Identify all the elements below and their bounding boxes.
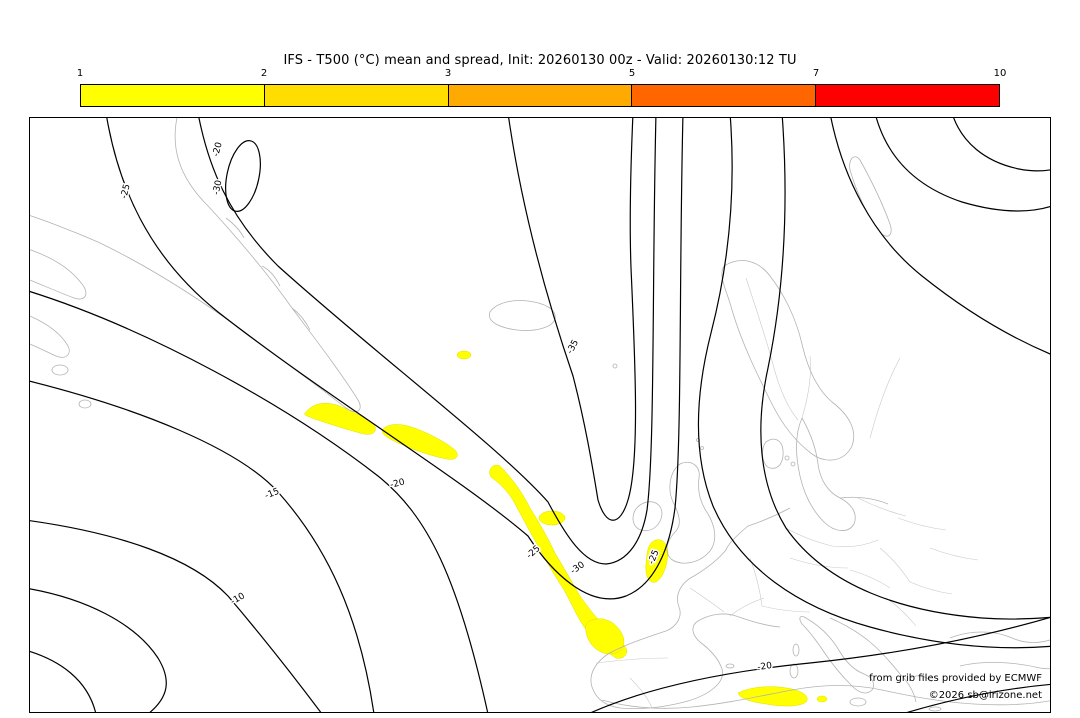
attribution: from grib files provided by ECMWF ©2026 … bbox=[869, 671, 1042, 704]
spread-shading-layer bbox=[304, 350, 828, 707]
contour-value-label: -25 bbox=[119, 183, 132, 200]
greenland-coast bbox=[30, 118, 361, 413]
colorbar-labels: 1 2 3 5 7 10 bbox=[76, 68, 1007, 82]
sicily bbox=[849, 697, 867, 707]
colorbar-segment bbox=[447, 85, 632, 106]
colorbar-tick-label: 7 bbox=[812, 68, 820, 79]
colorbar-tick-label: 5 bbox=[628, 68, 636, 79]
corsica bbox=[792, 643, 800, 657]
scandinavia-coast bbox=[721, 260, 855, 461]
colorbar-segment bbox=[263, 85, 448, 106]
faroe-islands bbox=[612, 363, 618, 369]
map-svg: -25 -30-20-35-30-25-20-15-10-25-20 bbox=[30, 118, 1050, 712]
contour-value-label: -20 bbox=[757, 661, 773, 673]
contour-line-northeast bbox=[830, 118, 1050, 355]
colorbar-segment bbox=[631, 85, 816, 106]
contour-value-label: -20 bbox=[389, 477, 406, 490]
contour-value-label: -30 bbox=[212, 179, 225, 196]
contour-line-minus15 bbox=[30, 380, 375, 712]
italy-coast bbox=[799, 616, 874, 694]
contour-line-minus25 bbox=[106, 118, 684, 600]
iceland-coast bbox=[488, 300, 556, 331]
contour-line-minus20-south bbox=[591, 616, 1050, 712]
contour-line-northeast bbox=[953, 118, 1050, 172]
denmark-coast bbox=[762, 438, 784, 469]
spread-colorbar: 1 2 3 5 7 10 bbox=[76, 68, 1007, 110]
contour-line bbox=[30, 650, 97, 712]
adriatic-coast bbox=[829, 617, 917, 703]
page-title: IFS - T500 (°C) mean and spread, Init: 2… bbox=[283, 53, 797, 68]
contour-value-label: -20 bbox=[211, 141, 225, 158]
contour-value-label: -10 bbox=[229, 591, 247, 607]
black-sea-coast bbox=[949, 631, 1050, 643]
arctic-islands bbox=[849, 156, 892, 237]
contour-value-label: -30 bbox=[569, 560, 587, 577]
contour-value-label: -35 bbox=[565, 338, 581, 356]
colorbar-segments bbox=[80, 84, 1000, 107]
crete bbox=[928, 706, 942, 712]
contour-line bbox=[30, 588, 167, 712]
spread-patch bbox=[489, 464, 627, 659]
contour-line-minus20 bbox=[30, 290, 489, 712]
attribution-line-1: from grib files provided by ECMWF bbox=[869, 673, 1042, 684]
colorbar-tick-label: 3 bbox=[444, 68, 452, 79]
colorbar-tick-label: 10 bbox=[993, 68, 1007, 79]
colorbar-tick-label: 2 bbox=[260, 68, 268, 79]
spread-patch bbox=[737, 686, 808, 707]
north-africa-coast bbox=[601, 685, 1050, 709]
contour-value-label: -15 bbox=[264, 487, 281, 502]
contour-labels-layer: -25 -30-20-35-30-25-20-15-10-25-20 bbox=[118, 139, 775, 674]
spread-patch bbox=[304, 403, 376, 435]
contour-line-europe bbox=[697, 118, 1050, 649]
contour-line-europe bbox=[760, 118, 1050, 620]
baltic-coast bbox=[796, 417, 856, 531]
attribution-line-2: ©2026 sb@irizone.net bbox=[928, 689, 1042, 701]
sardinia bbox=[789, 663, 799, 679]
ireland-coast bbox=[632, 501, 663, 532]
spread-patch bbox=[382, 424, 458, 460]
colorbar-tick-label: 1 bbox=[76, 68, 84, 79]
spread-patch bbox=[538, 510, 566, 526]
closed-low-contour bbox=[225, 140, 261, 212]
map-area: -25 -30 -20 -35 -30 -25 -20 -15 -10 -25 -20 from g… bbox=[29, 117, 1051, 713]
canada-coast bbox=[30, 249, 87, 300]
contour-line-minus35 bbox=[508, 118, 637, 521]
colorbar-segment bbox=[815, 85, 999, 106]
contour-line-northeast bbox=[875, 118, 1050, 212]
coastline-layer bbox=[30, 118, 1050, 712]
europe-west-coast bbox=[590, 507, 791, 710]
colorbar-segment bbox=[81, 85, 264, 106]
spread-patch bbox=[816, 695, 828, 703]
contour-line-minus10 bbox=[30, 520, 322, 712]
contour-layer bbox=[30, 118, 1050, 712]
contour-line-southeast bbox=[906, 683, 1050, 712]
balearics bbox=[725, 663, 735, 669]
spread-patch bbox=[456, 350, 472, 360]
spread-patch bbox=[585, 618, 625, 655]
contour-line-minus30 bbox=[198, 118, 657, 565]
